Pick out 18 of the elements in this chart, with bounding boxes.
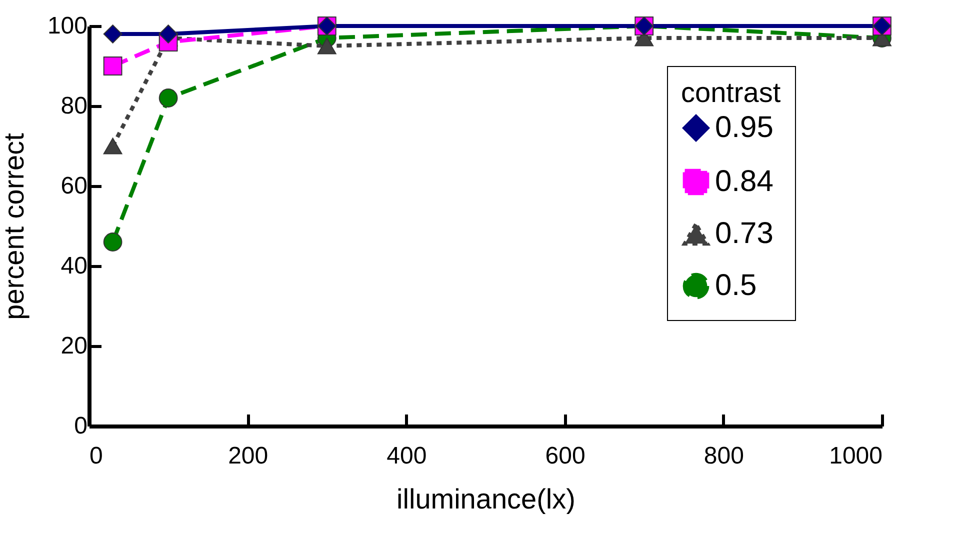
- y-axis-title: percent correct: [0, 132, 30, 320]
- y-tick-label: 0: [74, 412, 88, 440]
- legend-title: contrast: [681, 77, 781, 108]
- x-tick-label: 600: [545, 442, 586, 470]
- y-tick-label: 60: [60, 172, 88, 200]
- y-tick-label: 40: [60, 252, 88, 280]
- x-tick-label: 200: [228, 442, 268, 470]
- legend-label: 0.5: [715, 269, 757, 302]
- x-axis-title: illuminance(lx): [396, 484, 576, 514]
- legend-label: 0.95: [715, 111, 774, 144]
- y-tick-label: 100: [47, 12, 88, 40]
- legend-label: 0.84: [715, 165, 774, 198]
- legend-label: 0.73: [715, 217, 774, 250]
- x-tick-label: 1000: [829, 442, 882, 470]
- y-tick-label: 20: [60, 332, 88, 360]
- y-tick-label: 80: [60, 92, 88, 120]
- x-tick-label: 800: [704, 442, 744, 470]
- x-tick-label: 400: [386, 442, 427, 470]
